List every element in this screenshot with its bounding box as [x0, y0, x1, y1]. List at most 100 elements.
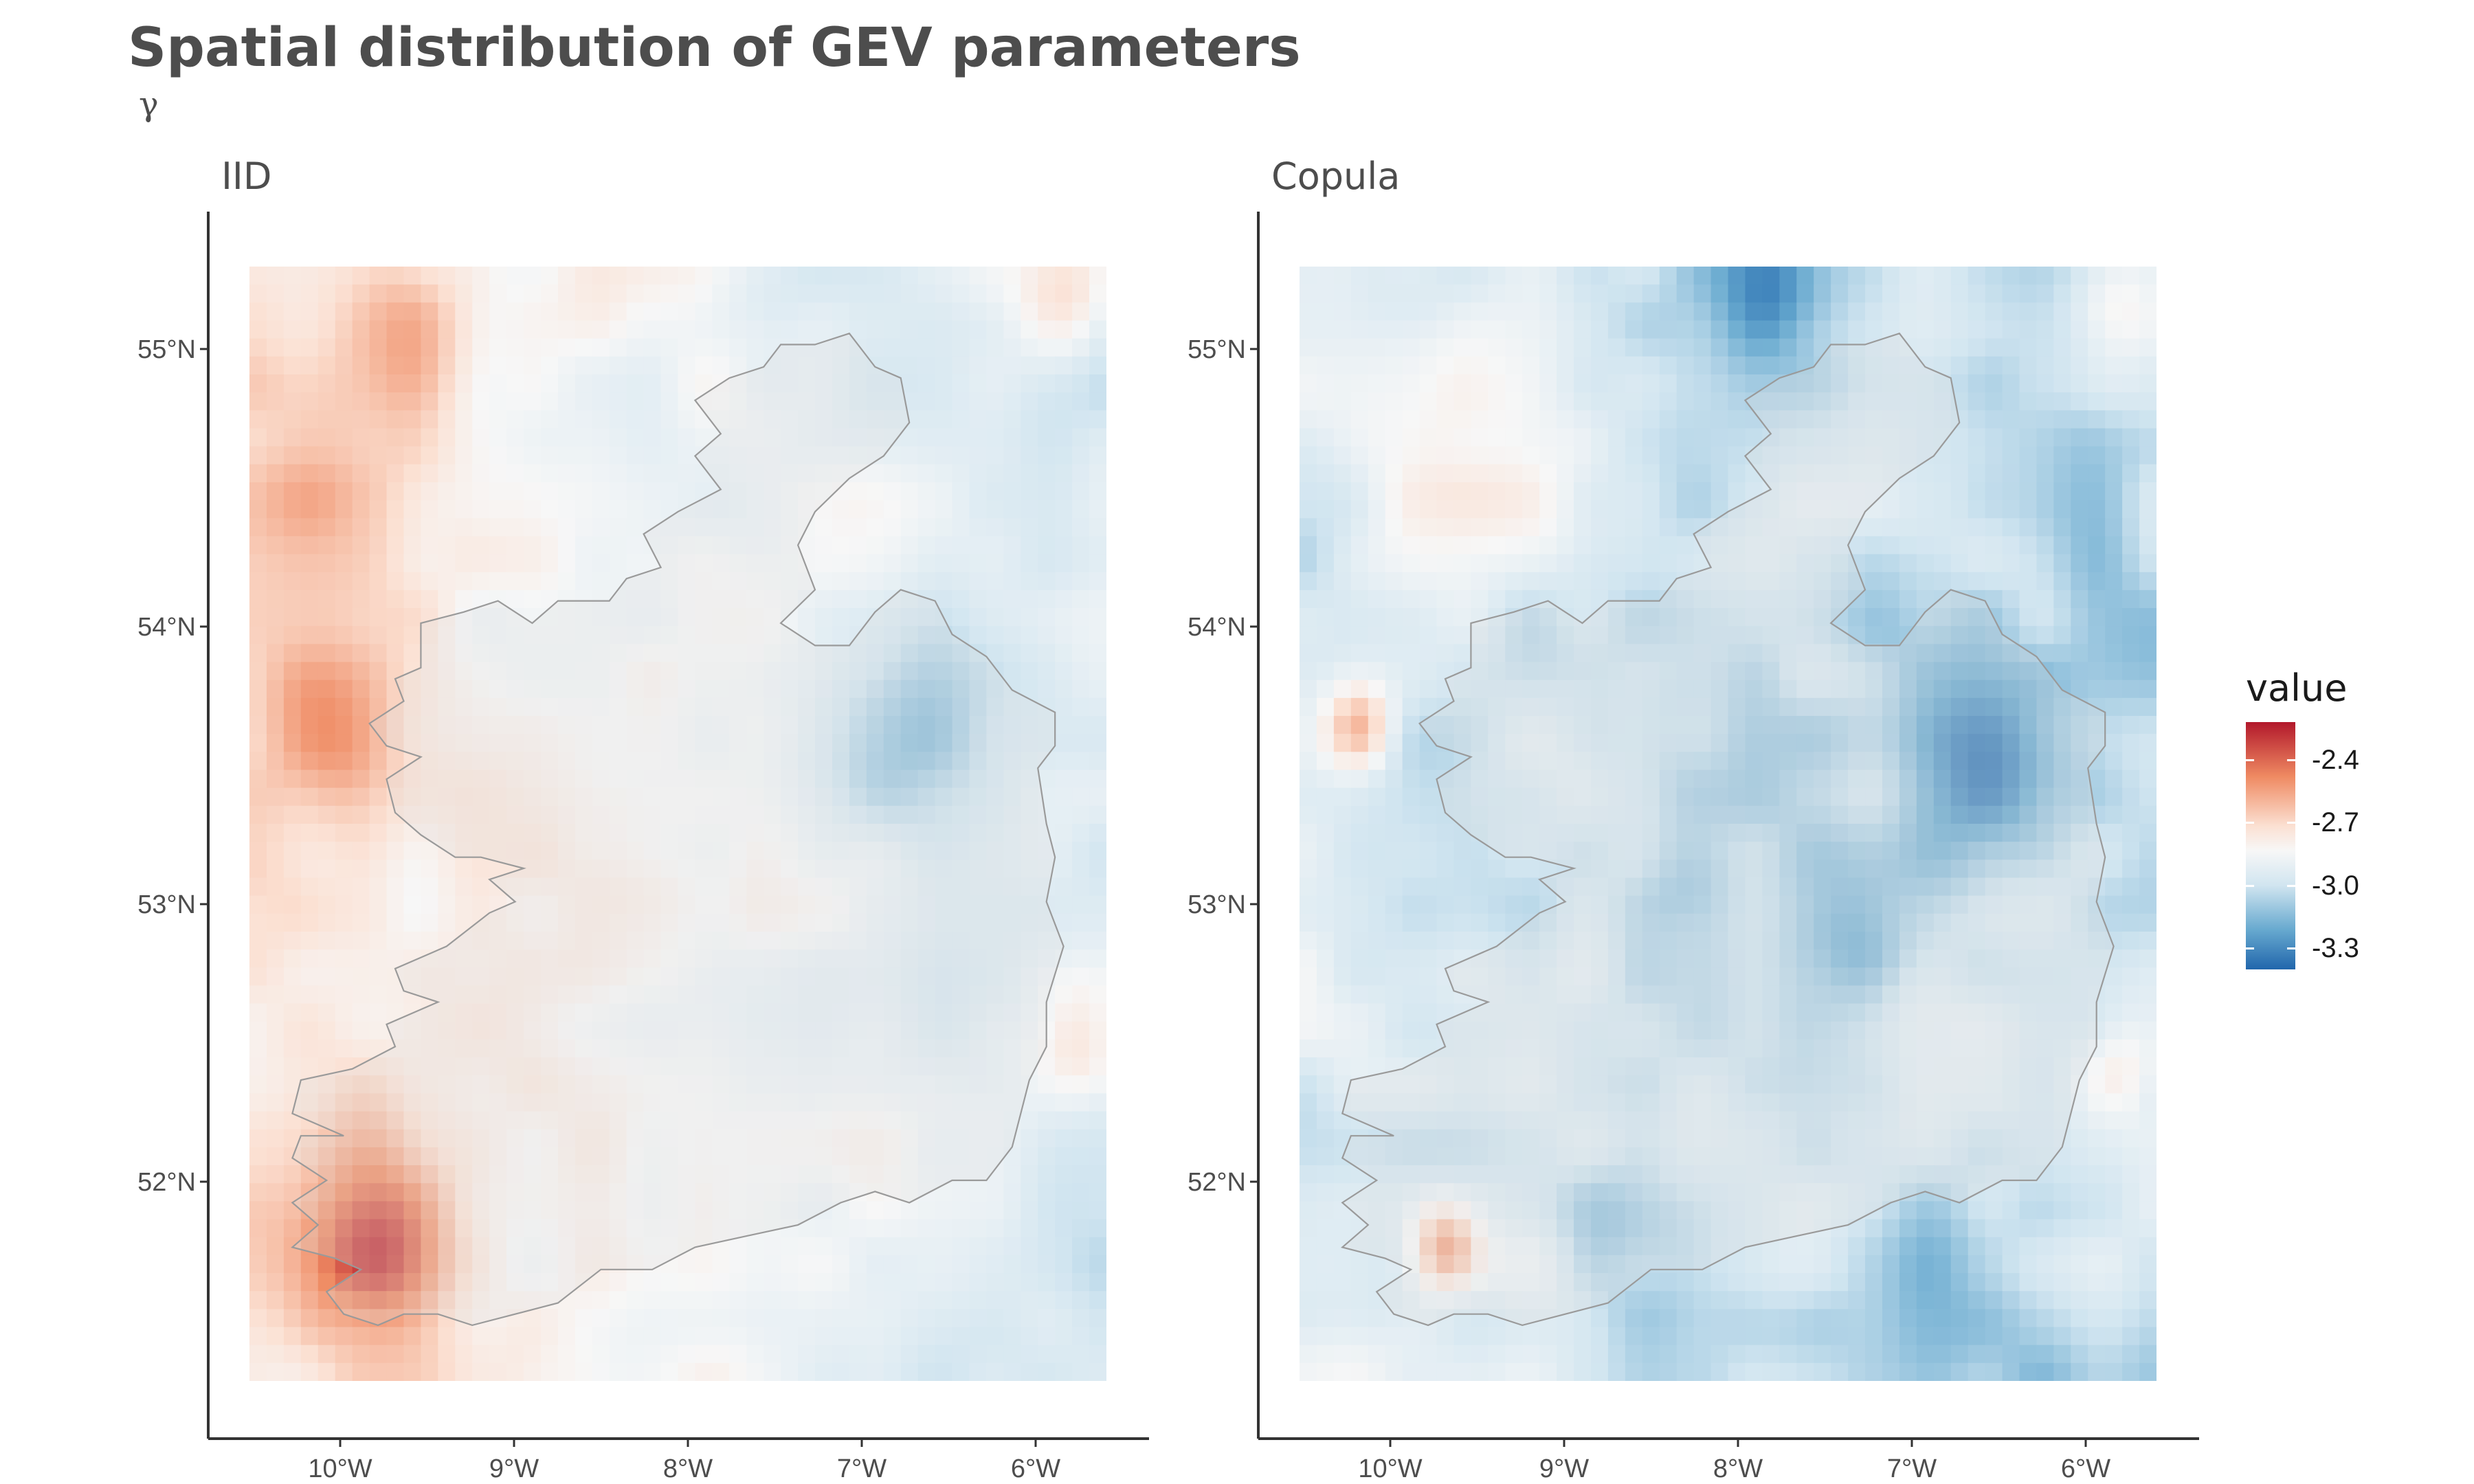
heatmap-cell [832, 267, 850, 285]
heatmap-cell [2139, 284, 2157, 303]
heatmap-cell [678, 734, 696, 752]
heatmap-cell [832, 752, 850, 771]
heatmap-cell [729, 338, 747, 357]
heatmap-cell [1003, 1345, 1021, 1364]
heatmap-cell [626, 824, 645, 842]
heatmap-cell [1607, 554, 1626, 573]
heatmap-cell [438, 1057, 456, 1076]
heatmap-cell [421, 320, 438, 339]
heatmap-cell [2105, 644, 2123, 663]
heatmap-cell [1089, 410, 1106, 429]
heatmap-cell [524, 482, 542, 501]
heatmap-cell [403, 769, 421, 789]
heatmap-cell [1574, 267, 1592, 285]
heatmap-cell [1072, 1183, 1090, 1202]
heatmap-cell [421, 734, 438, 752]
heatmap-cell [2071, 374, 2088, 393]
heatmap-cell [626, 1273, 645, 1292]
heatmap-cell [335, 716, 353, 734]
heatmap-cell [283, 697, 302, 717]
heatmap-cell [1762, 302, 1780, 322]
heatmap-cell [317, 428, 336, 447]
heatmap-cell [1038, 1237, 1056, 1256]
heatmap-cell [781, 895, 799, 914]
heatmap-cell [952, 626, 970, 644]
heatmap-cell [1762, 267, 1780, 285]
heatmap-cell [781, 1057, 799, 1076]
heatmap-cell [1574, 518, 1592, 537]
heatmap-cell [1710, 374, 1729, 393]
heatmap-cell [2105, 302, 2123, 322]
heatmap-cell [317, 356, 336, 375]
heatmap-cell [1916, 482, 1935, 501]
heatmap-cell [1038, 1291, 1056, 1309]
heatmap-cell [557, 392, 576, 411]
heatmap-cell [1899, 302, 1917, 322]
heatmap-cell [609, 716, 627, 734]
heatmap-cell [1038, 1273, 1056, 1292]
heatmap-cell [764, 518, 781, 537]
heatmap-cell [917, 1255, 936, 1274]
heatmap-cell [1539, 518, 1557, 537]
heatmap-cell [472, 824, 490, 842]
heatmap-cell [1316, 428, 1335, 447]
heatmap-cell [300, 787, 319, 807]
heatmap-cell [2122, 877, 2140, 897]
heatmap-cell [1950, 518, 1969, 537]
heatmap-cell [266, 518, 285, 537]
heatmap-cell [678, 267, 696, 285]
heatmap-cell [969, 464, 988, 483]
heatmap-cell [2002, 500, 2020, 519]
heatmap-cell [557, 679, 576, 699]
heatmap-cell [266, 338, 285, 357]
heatmap-cell [986, 1255, 1004, 1274]
heatmap-cell [249, 1362, 267, 1381]
heatmap-cell [952, 1309, 970, 1328]
heatmap-cell [712, 589, 730, 609]
heatmap-cell [900, 679, 919, 699]
heatmap-cell [1055, 267, 1073, 285]
heatmap-cell [1471, 931, 1489, 950]
heatmap-cell [643, 1309, 662, 1328]
heatmap-cell [1072, 769, 1090, 789]
heatmap-cell [660, 842, 679, 860]
heatmap-cell [592, 1273, 610, 1292]
heatmap-cell [849, 374, 867, 393]
heatmap-cell [1488, 482, 1506, 501]
heatmap-cell [1089, 338, 1106, 357]
heatmap-cell [815, 697, 833, 717]
heatmap-cell [1436, 913, 1455, 932]
heatmap-cell [2019, 518, 2038, 537]
heatmap-cell [883, 284, 902, 303]
heatmap-cell [660, 392, 679, 411]
heatmap-cell [438, 267, 456, 285]
heatmap-cell [1038, 1057, 1056, 1076]
heatmap-cell [1316, 716, 1335, 734]
heatmap-cell [403, 734, 421, 752]
heatmap-cell [1021, 536, 1038, 555]
heatmap-cell [369, 284, 388, 303]
heatmap-cell [575, 931, 593, 950]
heatmap-cell [2105, 482, 2123, 501]
heatmap-cell [866, 1057, 884, 1076]
heatmap-cell [2122, 464, 2140, 483]
heatmap-cell [438, 1327, 456, 1346]
heatmap-cell [2071, 338, 2088, 357]
heatmap-cell [472, 446, 490, 465]
heatmap-cell [2088, 338, 2106, 357]
heatmap-cell [300, 985, 319, 1004]
heatmap-cell [249, 500, 267, 519]
heatmap-cell [609, 1021, 627, 1040]
heatmap-cell [1300, 320, 1317, 339]
heatmap-cell [335, 697, 353, 717]
heatmap-cell [1899, 518, 1917, 537]
heatmap-cell [1003, 1039, 1021, 1058]
heatmap-cell [266, 1201, 285, 1220]
heatmap-cell [352, 949, 370, 968]
heatmap-cell [575, 392, 593, 411]
heatmap-cell [798, 338, 816, 357]
heatmap-cell [1089, 1291, 1106, 1309]
heatmap-cell [798, 428, 816, 447]
heatmap-cell [643, 464, 662, 483]
heatmap-cell [815, 1003, 833, 1022]
